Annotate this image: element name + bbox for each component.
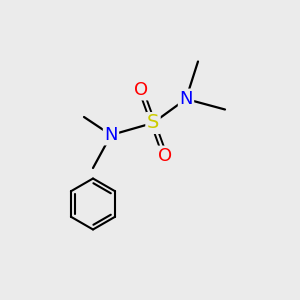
- Text: N: N: [179, 90, 193, 108]
- Text: N: N: [104, 126, 118, 144]
- Text: O: O: [134, 81, 148, 99]
- Text: S: S: [147, 113, 159, 133]
- Text: O: O: [158, 147, 172, 165]
